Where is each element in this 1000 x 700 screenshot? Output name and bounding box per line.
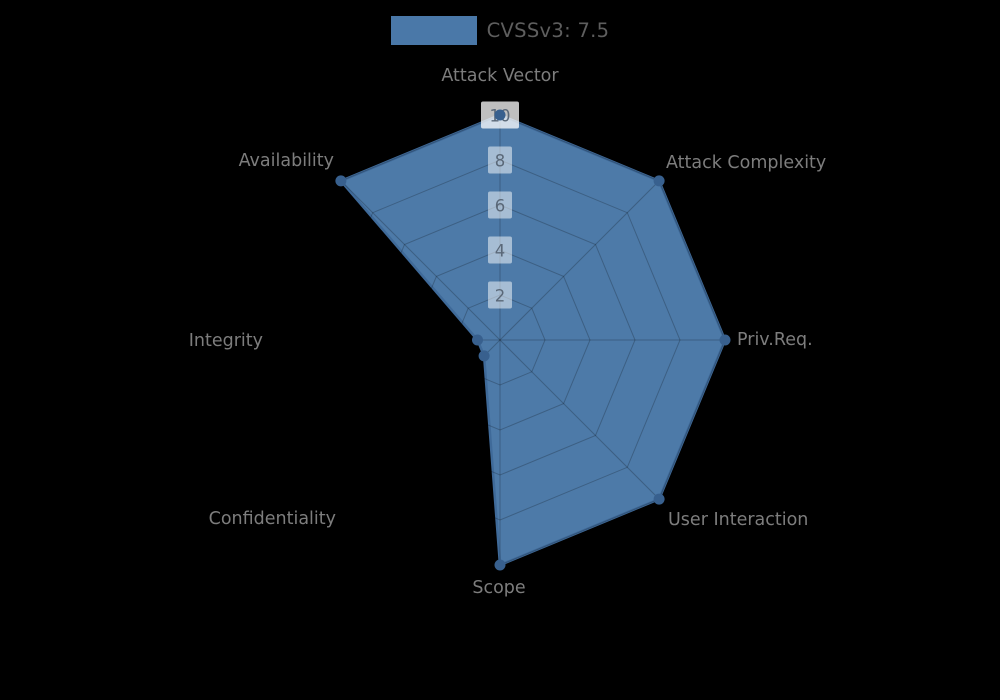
grid-ring [364, 204, 636, 476]
tick-label: 6 [495, 197, 506, 216]
axis-spoke [499, 180, 660, 341]
tick-box [488, 191, 512, 219]
data-point [653, 175, 665, 187]
legend-swatch [390, 16, 477, 45]
data-point [478, 350, 490, 362]
tick-box [488, 236, 512, 264]
axis-label-priv-req: Priv.Req. [737, 330, 813, 350]
axis-label-integrity: Integrity [189, 331, 263, 351]
data-point [472, 334, 483, 346]
data-point [653, 493, 665, 505]
tick-box [488, 281, 512, 309]
tick-label: 4 [495, 242, 506, 261]
axis-spoke [340, 339, 501, 500]
axis-label-attack-vector: Attack Vector [441, 66, 559, 86]
axis-label-user-interaction: User Interaction [668, 510, 808, 530]
data-point [335, 175, 347, 187]
axis-label-availability: Availability [239, 151, 334, 171]
axis-label-attack-complexity: Attack Complexity [666, 153, 826, 173]
tick-box [488, 146, 512, 174]
grid-ring [454, 294, 546, 386]
grid-ring [319, 159, 681, 521]
axis-spoke [499, 339, 660, 500]
data-point [494, 109, 506, 121]
legend: CVSSv3: 7.5 [0, 16, 1000, 45]
tick-label: 8 [495, 152, 506, 171]
axis-label-scope: Scope [472, 578, 525, 598]
data-point [494, 559, 506, 571]
axis-spoke [340, 180, 501, 341]
tick-label: 2 [495, 287, 506, 306]
data-point [719, 334, 731, 346]
grid-ring [409, 249, 591, 431]
axis-label-confidentiality: Confidentiality [209, 509, 336, 529]
legend-label: CVSSv3: 7.5 [486, 19, 610, 42]
